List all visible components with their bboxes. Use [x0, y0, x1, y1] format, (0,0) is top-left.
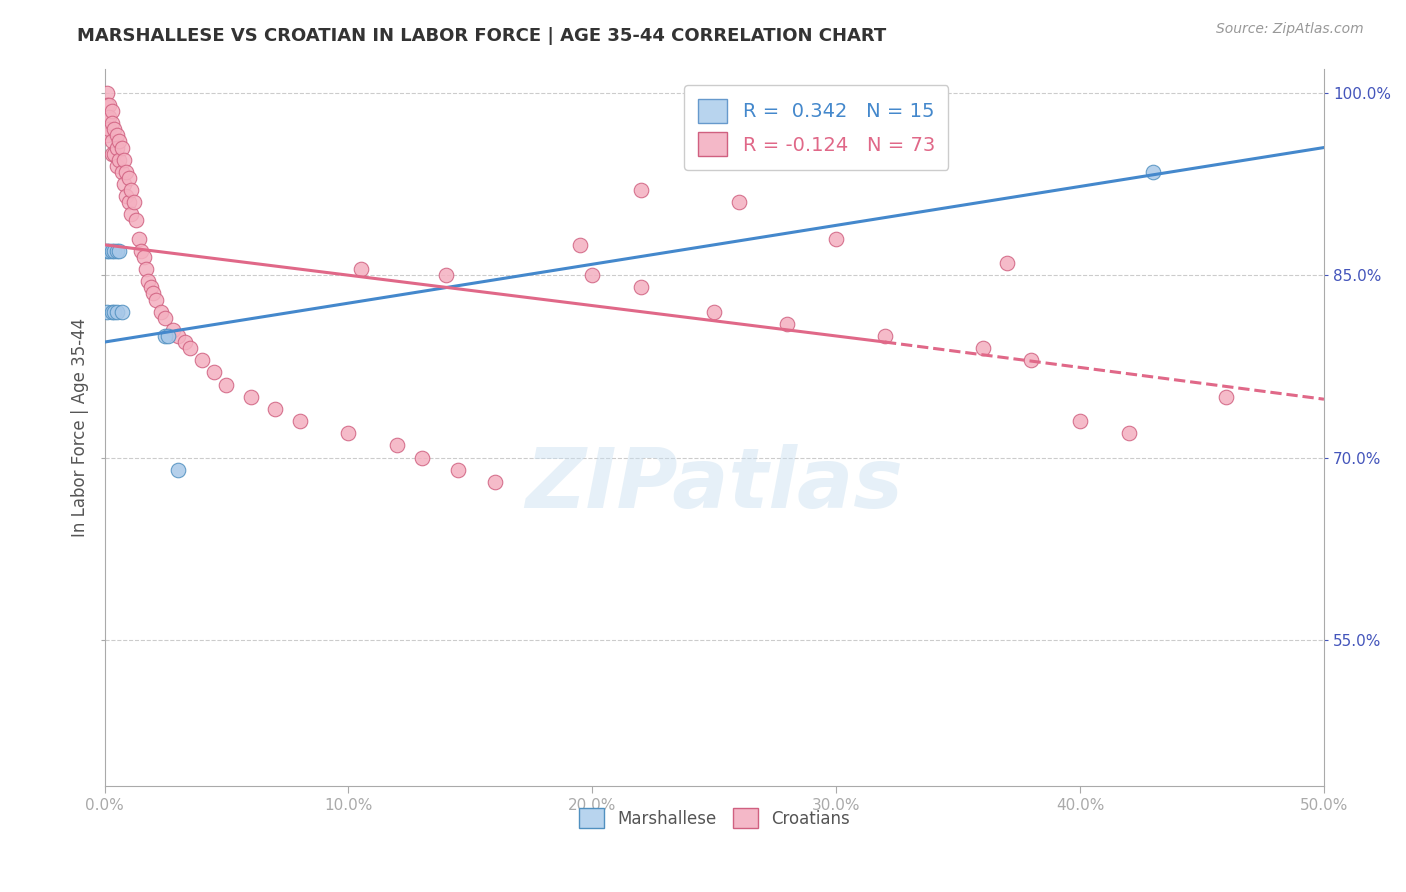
Point — [101, 146, 124, 161]
Point — [101, 116, 124, 130]
Text: Source: ZipAtlas.com: Source: ZipAtlas.com — [1216, 22, 1364, 37]
Point — [703, 304, 725, 318]
Point — [96, 86, 118, 100]
Point — [776, 317, 799, 331]
Point — [239, 390, 262, 404]
Point — [142, 286, 165, 301]
Point — [484, 475, 506, 489]
Point — [120, 207, 142, 221]
Text: ZIPatlas: ZIPatlas — [526, 444, 903, 525]
Point — [1215, 390, 1237, 404]
Point — [98, 98, 121, 112]
Point — [191, 353, 214, 368]
Point — [105, 244, 128, 258]
Point — [101, 244, 124, 258]
Point — [120, 183, 142, 197]
Point — [630, 183, 652, 197]
Point — [385, 438, 408, 452]
Point — [108, 135, 131, 149]
Point — [411, 450, 433, 465]
Point — [103, 244, 125, 258]
Point — [1118, 426, 1140, 441]
Point — [337, 426, 360, 441]
Point — [873, 329, 896, 343]
Point — [96, 98, 118, 112]
Point — [118, 195, 141, 210]
Point — [630, 280, 652, 294]
Point — [105, 140, 128, 154]
Point — [96, 244, 118, 258]
Point — [149, 304, 172, 318]
Point — [98, 110, 121, 124]
Point — [110, 165, 132, 179]
Y-axis label: In Labor Force | Age 35-44: In Labor Force | Age 35-44 — [72, 318, 89, 537]
Point — [103, 304, 125, 318]
Point — [129, 244, 152, 258]
Point — [1361, 663, 1384, 677]
Point — [103, 122, 125, 136]
Point — [138, 274, 160, 288]
Point — [110, 140, 132, 154]
Point — [105, 304, 128, 318]
Point — [101, 304, 124, 318]
Point — [825, 232, 848, 246]
Point — [115, 189, 138, 203]
Point — [215, 377, 238, 392]
Point — [132, 250, 155, 264]
Point — [156, 329, 179, 343]
Point — [96, 304, 118, 318]
Point — [155, 310, 177, 325]
Point — [995, 256, 1018, 270]
Point — [110, 304, 132, 318]
Point — [1069, 414, 1091, 428]
Point — [569, 237, 592, 252]
Point — [166, 329, 188, 343]
Point — [112, 177, 135, 191]
Point — [96, 128, 118, 143]
Point — [105, 128, 128, 143]
Point — [101, 104, 124, 119]
Text: MARSHALLESE VS CROATIAN IN LABOR FORCE | AGE 35-44 CORRELATION CHART: MARSHALLESE VS CROATIAN IN LABOR FORCE |… — [77, 27, 887, 45]
Point — [145, 293, 167, 307]
Point — [166, 463, 188, 477]
Point — [1142, 165, 1164, 179]
Point — [125, 213, 148, 227]
Point — [162, 323, 184, 337]
Point — [98, 122, 121, 136]
Point — [108, 244, 131, 258]
Point — [118, 170, 141, 185]
Point — [1021, 353, 1043, 368]
Point — [115, 165, 138, 179]
Point — [155, 329, 177, 343]
Point — [727, 195, 749, 210]
Point — [135, 262, 157, 277]
Point — [103, 146, 125, 161]
Point — [105, 159, 128, 173]
Point — [98, 244, 121, 258]
Point — [264, 401, 287, 416]
Point — [122, 195, 145, 210]
Legend: Marshallese, Croatians: Marshallese, Croatians — [572, 801, 856, 835]
Point — [447, 463, 470, 477]
Point — [288, 414, 311, 428]
Point — [108, 153, 131, 167]
Point — [139, 280, 162, 294]
Point — [434, 268, 457, 283]
Point — [96, 110, 118, 124]
Point — [972, 341, 994, 355]
Point — [128, 232, 150, 246]
Point — [101, 135, 124, 149]
Point — [202, 366, 225, 380]
Point — [112, 153, 135, 167]
Point — [179, 341, 201, 355]
Point — [349, 262, 371, 277]
Point — [174, 334, 197, 349]
Point — [581, 268, 603, 283]
